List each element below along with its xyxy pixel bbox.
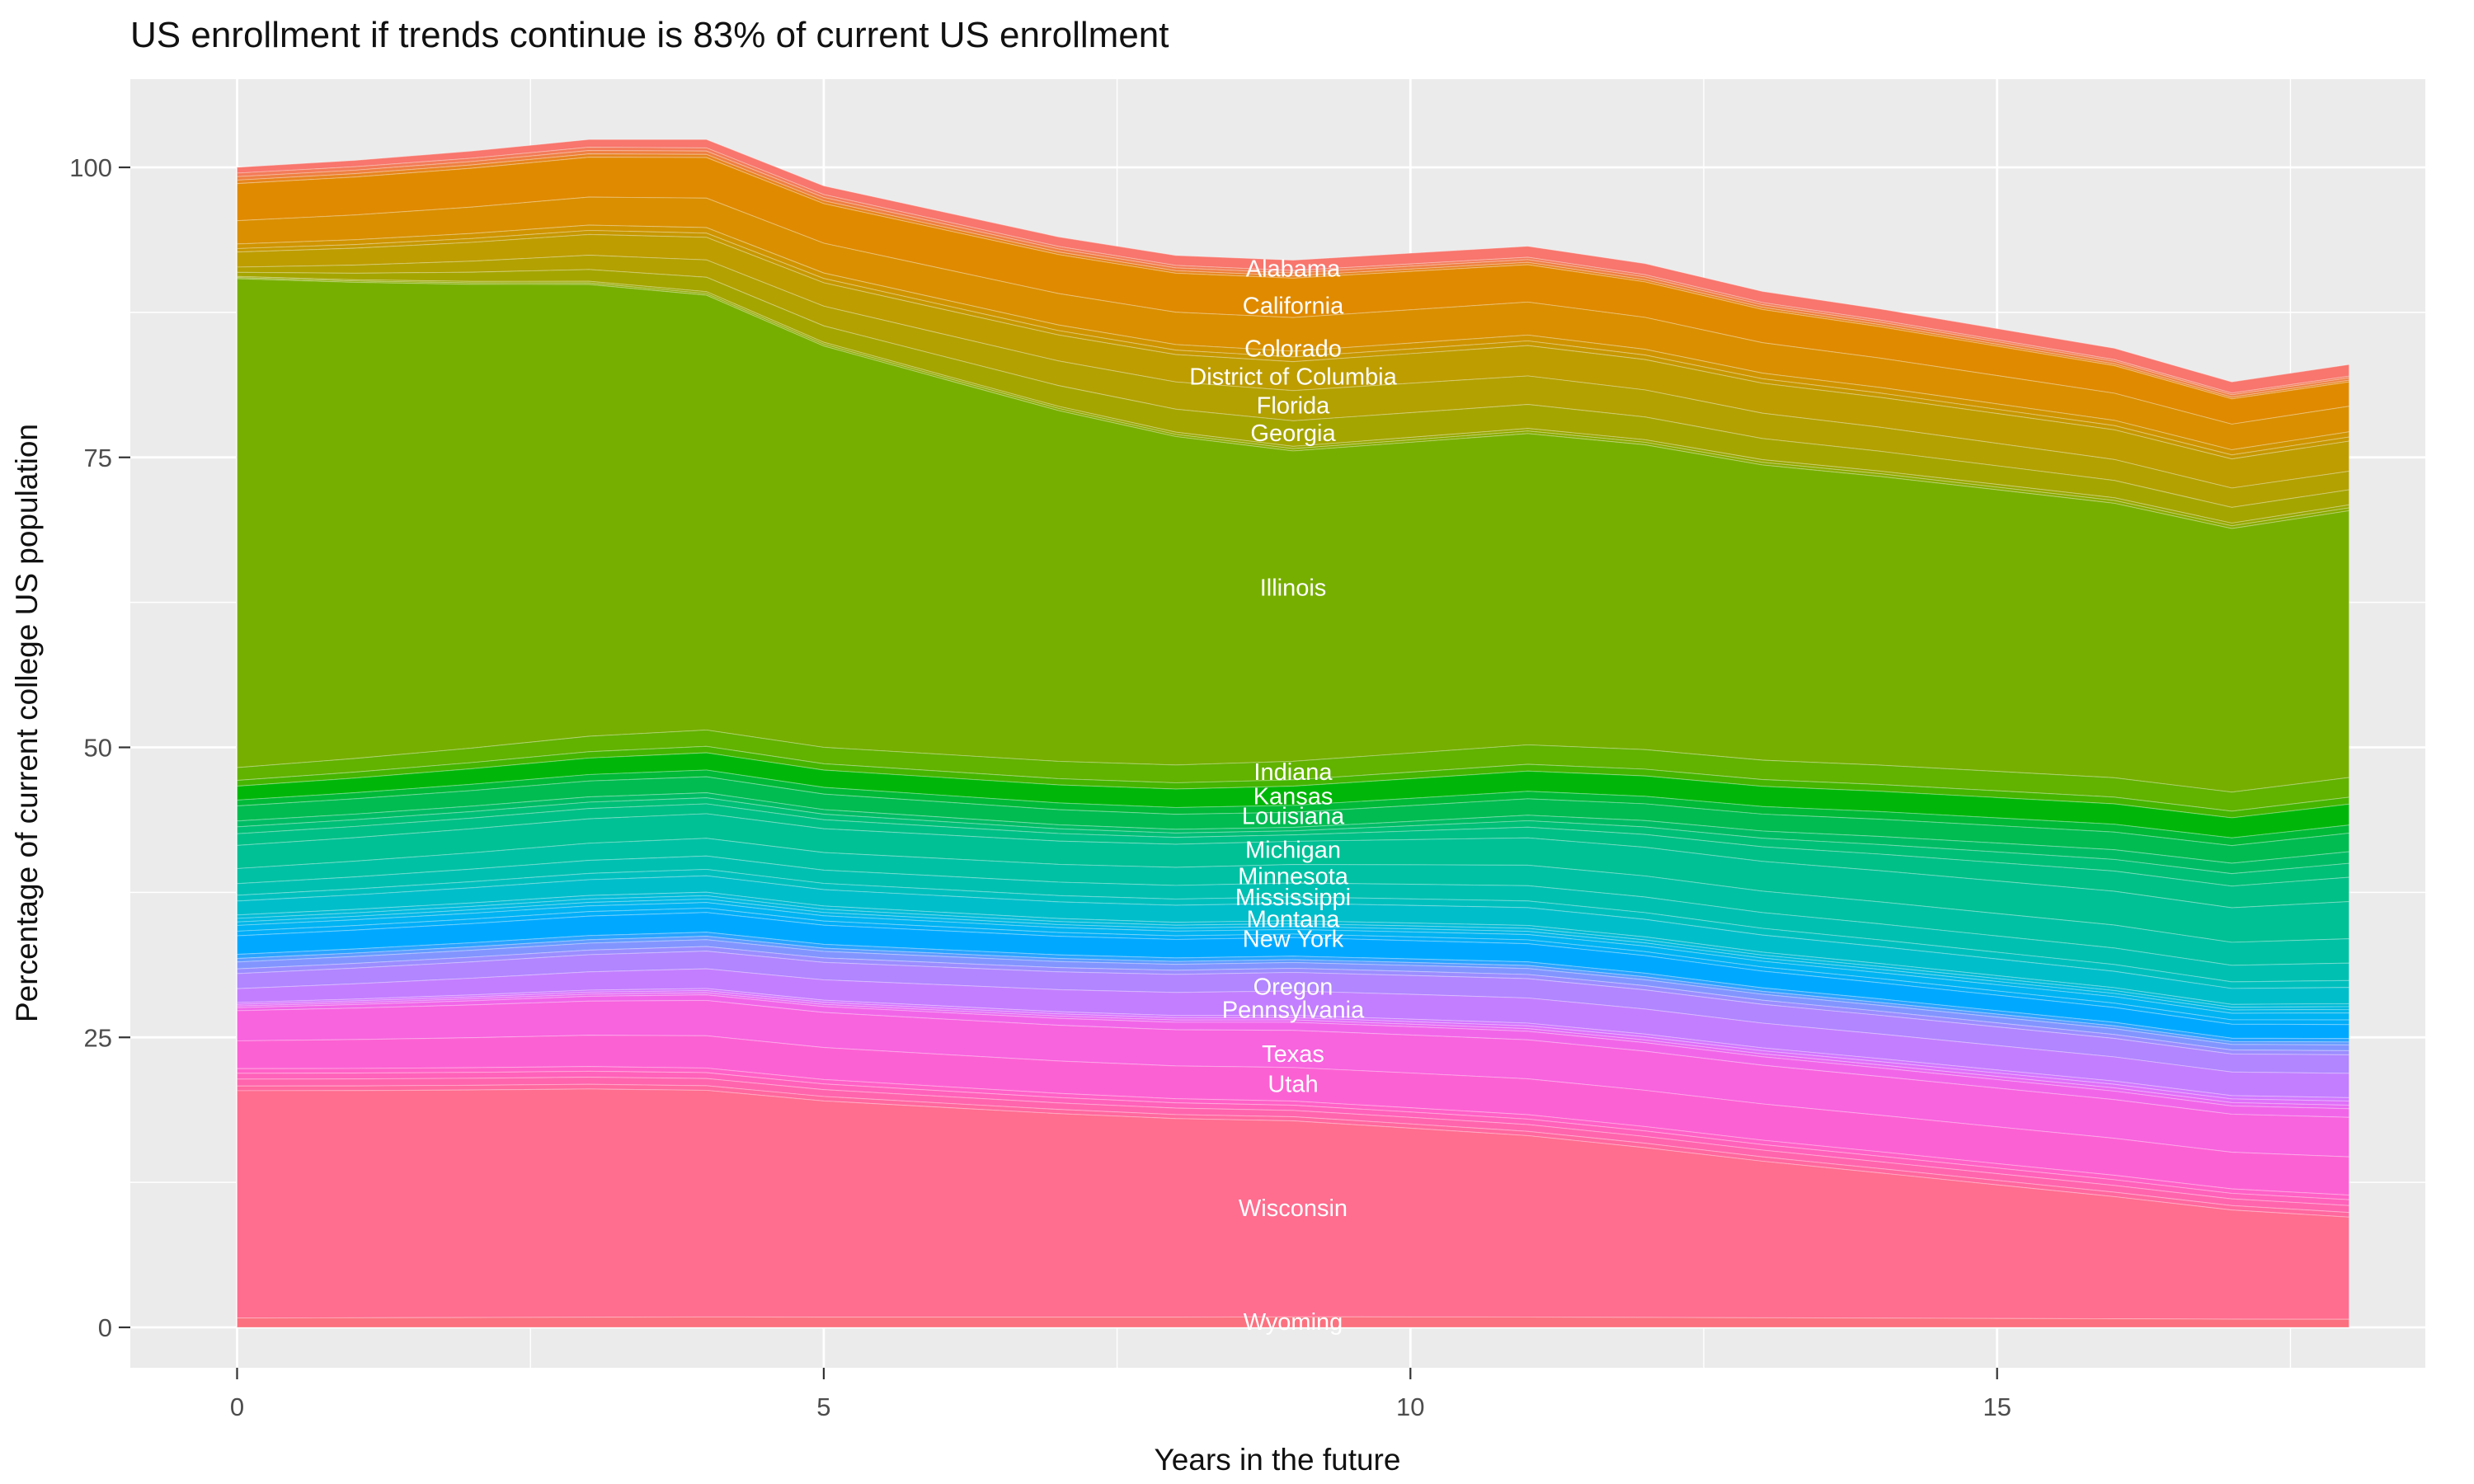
x-tick-label-10: 10 bbox=[1396, 1392, 1424, 1421]
y-tick-label-50: 50 bbox=[84, 734, 112, 763]
state-label-illinois: Illinois bbox=[1260, 575, 1327, 601]
state-area-bands bbox=[236, 139, 2350, 1328]
state-label-michigan: Michigan bbox=[1245, 837, 1341, 863]
state-label-wyoming: Wyoming bbox=[1244, 1309, 1343, 1336]
state-label-wisconsin: Wisconsin bbox=[1239, 1195, 1348, 1222]
state-label-texas: Texas bbox=[1262, 1041, 1324, 1068]
state-label-district-of-columbia: District of Columbia bbox=[1189, 364, 1397, 390]
state-label-colorado: Colorado bbox=[1244, 336, 1342, 362]
state-label-louisiana: Louisiana bbox=[1242, 804, 1345, 830]
state-label-mississippi: Mississippi bbox=[1235, 885, 1351, 911]
x-tick-label-5: 5 bbox=[816, 1392, 830, 1421]
axis-tick-marks bbox=[119, 166, 1998, 1379]
y-tick-label-0: 0 bbox=[98, 1313, 112, 1342]
x-tick-label-15: 15 bbox=[1982, 1392, 2011, 1421]
y-tick-label-25: 25 bbox=[84, 1023, 112, 1052]
chart-title: US enrollment if trends continue is 83% … bbox=[130, 15, 1169, 55]
state-label-new-york: New York bbox=[1243, 927, 1344, 953]
state-label-minnesota: Minnesota bbox=[1238, 864, 1349, 890]
axis-tick-labels: 0 25 50 75 100 0 5 10 15 bbox=[69, 153, 2011, 1421]
x-tick-label-0: 0 bbox=[230, 1392, 244, 1421]
area-wyoming bbox=[236, 1316, 2350, 1328]
y-axis-title: Percentage of current college US populat… bbox=[10, 424, 44, 1022]
y-tick-label-75: 75 bbox=[84, 444, 112, 472]
y-tick-label-100: 100 bbox=[69, 153, 112, 182]
state-label-pennsylvania: Pennsylvania bbox=[1222, 997, 1365, 1023]
state-label-utah: Utah bbox=[1268, 1072, 1318, 1098]
x-axis-title: Years in the future bbox=[1155, 1443, 1401, 1477]
state-label-florida: Florida bbox=[1257, 392, 1331, 419]
state-label-indiana: Indiana bbox=[1253, 759, 1333, 786]
state-label-kansas: Kansas bbox=[1253, 784, 1333, 810]
state-label-oregon: Oregon bbox=[1253, 974, 1333, 1000]
state-label-california: California bbox=[1243, 293, 1344, 319]
state-label-georgia: Georgia bbox=[1250, 420, 1336, 447]
state-label-alabama: Alabama bbox=[1246, 256, 1341, 282]
state-label-montana: Montana bbox=[1247, 907, 1341, 933]
